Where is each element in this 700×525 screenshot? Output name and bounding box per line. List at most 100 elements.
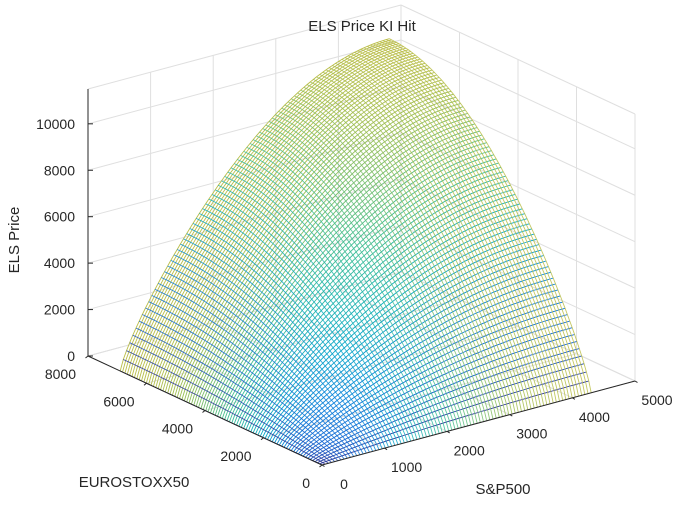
surface-mesh-line [208, 198, 412, 442]
surface-mesh-line [312, 355, 582, 461]
surface-mesh-line [332, 65, 535, 409]
surface-mesh-line [243, 150, 446, 433]
surface-mesh-line [131, 44, 402, 377]
surface-mesh-line [214, 138, 485, 416]
surface-mesh-line [314, 363, 585, 463]
surface-mesh-line [155, 62, 426, 388]
surface-mesh-line [162, 69, 433, 392]
surface-mesh-line [287, 101, 491, 421]
surface-mesh-line [195, 217, 399, 445]
surface-mesh-line [271, 249, 542, 443]
y-tick-label: 4000 [162, 421, 193, 437]
surface-mesh-line [319, 380, 589, 465]
surface-mesh-line [264, 233, 535, 439]
x-tick [446, 430, 450, 434]
surface-mesh-line [376, 42, 579, 397]
surface [119, 38, 592, 466]
surface-mesh-line [183, 238, 386, 449]
surface-mesh-line [202, 119, 473, 410]
surface-mesh-line [160, 67, 430, 390]
surface-mesh-line [276, 260, 547, 445]
surface-mesh-line [351, 53, 554, 404]
x-tick [509, 414, 513, 417]
x-axis-label: S&P500 [475, 481, 530, 498]
surface-mesh-line [367, 45, 570, 399]
surface-mesh-line [205, 203, 408, 443]
surface-mesh-line [370, 44, 573, 398]
surface-mesh-line [344, 57, 548, 405]
surface-mesh-line [243, 189, 513, 429]
surface-mesh-line [262, 128, 465, 427]
surface-mesh-line [302, 327, 573, 457]
surface-mesh-line [269, 244, 540, 441]
surface-mesh-line [186, 96, 456, 403]
surface-mesh-line [199, 213, 402, 444]
surface-mesh-line [303, 86, 507, 416]
surface-mesh-line [305, 334, 575, 458]
surface-mesh-line [181, 90, 452, 400]
z-tick-label: 6000 [44, 209, 75, 225]
surface-mesh-line [157, 65, 428, 389]
surface-mesh-line [195, 109, 466, 407]
z-axis-label: ELS Price [6, 207, 23, 274]
surface-mesh-line [275, 114, 478, 424]
surface-mesh-line [124, 40, 395, 374]
surface-mesh-line [234, 163, 437, 435]
surface-mesh-line [173, 254, 377, 451]
surface-mesh-line [272, 117, 475, 425]
surface-mesh-line [218, 184, 421, 439]
surface-mesh-line [363, 47, 567, 400]
x-tick-label: 3000 [516, 426, 547, 442]
gridline-z [87, 85, 402, 171]
surface-mesh-line [294, 95, 497, 419]
surface-mesh-line [224, 154, 494, 420]
surface-mesh-line [265, 124, 469, 427]
x-tick [634, 380, 638, 383]
surface-mesh-line [253, 139, 456, 430]
surface-mesh-line [167, 265, 370, 453]
surface-mesh-line [212, 134, 483, 415]
surface-mesh-line [161, 277, 364, 455]
surface-mesh-line [150, 58, 421, 386]
x-tick [572, 397, 576, 400]
surface-mesh-line [227, 171, 431, 437]
z-tick-label: 8000 [44, 162, 75, 178]
surface-mesh-line [158, 282, 361, 456]
surface-mesh-line [309, 348, 580, 460]
surface-mesh-line [231, 166, 502, 424]
surface-mesh-line [256, 135, 459, 429]
surface-mesh-line [297, 314, 568, 455]
surface-mesh-line [190, 103, 461, 405]
surface-mesh-line [142, 314, 345, 460]
surface-mesh-line [226, 158, 497, 421]
tick-labels: 0 1000 2000 3000 4000 5000 0 2000 4000 6000 8000 0 2… [36, 116, 673, 492]
x-tick-label: 4000 [579, 409, 610, 425]
surface-mesh-line [281, 271, 551, 447]
surface-mesh-line [306, 84, 510, 415]
x-tick-label: 1000 [391, 459, 422, 475]
x-axis-line [321, 380, 636, 466]
surface-mesh-line [145, 307, 348, 459]
surface-mesh-line [176, 85, 447, 398]
surface-mesh-line [300, 320, 570, 456]
surface-mesh-line [151, 294, 355, 457]
surface-mesh-line [186, 233, 389, 448]
surface-mesh-line [133, 46, 404, 378]
surface-mesh-line [316, 76, 519, 413]
z-tick-label: 10000 [36, 116, 75, 132]
surface-mesh-line [228, 162, 499, 423]
surface-mesh-line [122, 39, 392, 373]
surface-mesh-line [217, 142, 487, 417]
surface-mesh-line [152, 60, 423, 387]
surface-mesh-line [278, 266, 549, 446]
y-tick [319, 464, 323, 468]
surface-mesh-line [317, 371, 587, 464]
surface-mesh-line [188, 99, 459, 404]
surface-mesh-line [246, 146, 450, 432]
surface-mesh-line [170, 259, 374, 452]
surface-mesh-line [126, 350, 329, 464]
gridline-z [87, 4, 402, 90]
surface-mesh-line [373, 43, 576, 398]
surface-mesh-line [179, 87, 449, 399]
surface-mesh-line [379, 41, 583, 396]
